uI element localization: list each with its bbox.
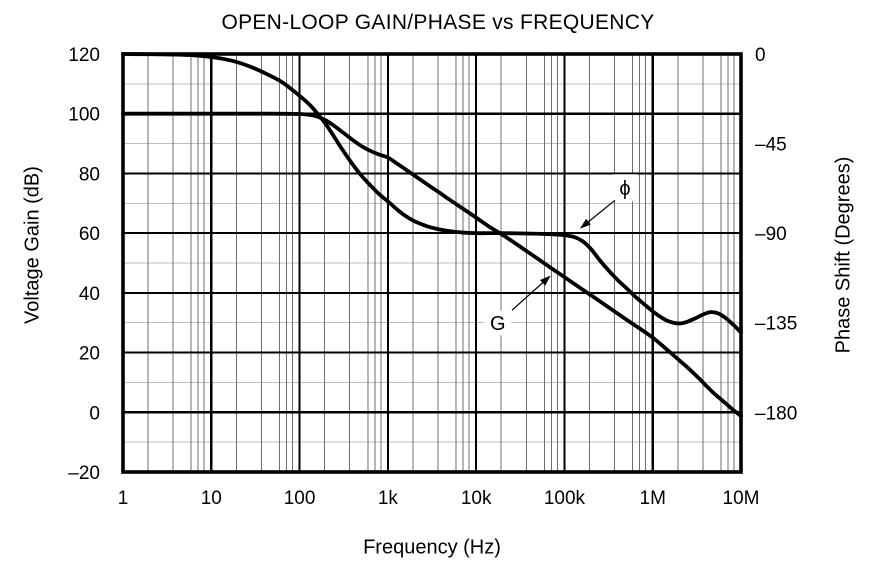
y-left-tick-label: 60 (79, 224, 100, 245)
y-left-tick-label: 120 (68, 45, 100, 66)
annotation-label-G: G (490, 313, 506, 335)
plot-border (121, 52, 743, 474)
y-left-tick-label: 20 (79, 344, 100, 365)
annotation-label-phi: ϕ (619, 178, 630, 200)
x-tick-label: 100k (544, 488, 586, 509)
y-left-tick-label: 100 (68, 105, 100, 126)
y-right-tick-label: –135 (755, 314, 797, 335)
annotation-arrow-phi (588, 199, 616, 223)
annotation-knockout-phi (612, 174, 637, 202)
x-tick-label: 1 (118, 488, 129, 509)
x-axis-title: Frequency (Hz) (363, 536, 501, 559)
y-left-tick-label: 80 (79, 164, 100, 185)
y-left-tick-label: 40 (79, 284, 100, 305)
x-tick-label: 10 (201, 488, 222, 509)
annotation-arrowhead-G (540, 275, 551, 286)
y-right-tick-label: –180 (755, 403, 797, 424)
annotation-arrowhead-phi (579, 218, 591, 229)
x-tick-label: 1M (640, 488, 666, 509)
x-tick-label: 10k (461, 488, 492, 509)
y-right-tick-label: –45 (755, 135, 787, 156)
y-right-tick-label: –90 (755, 224, 787, 245)
annotation-arrow-G (511, 282, 543, 311)
x-tick-label: 1k (378, 488, 399, 509)
y-left-tick-label: 0 (89, 403, 100, 424)
annotation-knockout-G (484, 310, 512, 336)
curve-phi (121, 52, 743, 335)
curve-G (121, 111, 743, 419)
x-tick-label: 100 (284, 488, 316, 509)
y-left-tick-label: –20 (68, 463, 100, 484)
x-tick-label: 10M (723, 488, 760, 509)
chart-title: OPEN-LOOP GAIN/PHASE vs FREQUENCY (221, 11, 655, 34)
y-right-tick-label: 0 (755, 45, 766, 66)
